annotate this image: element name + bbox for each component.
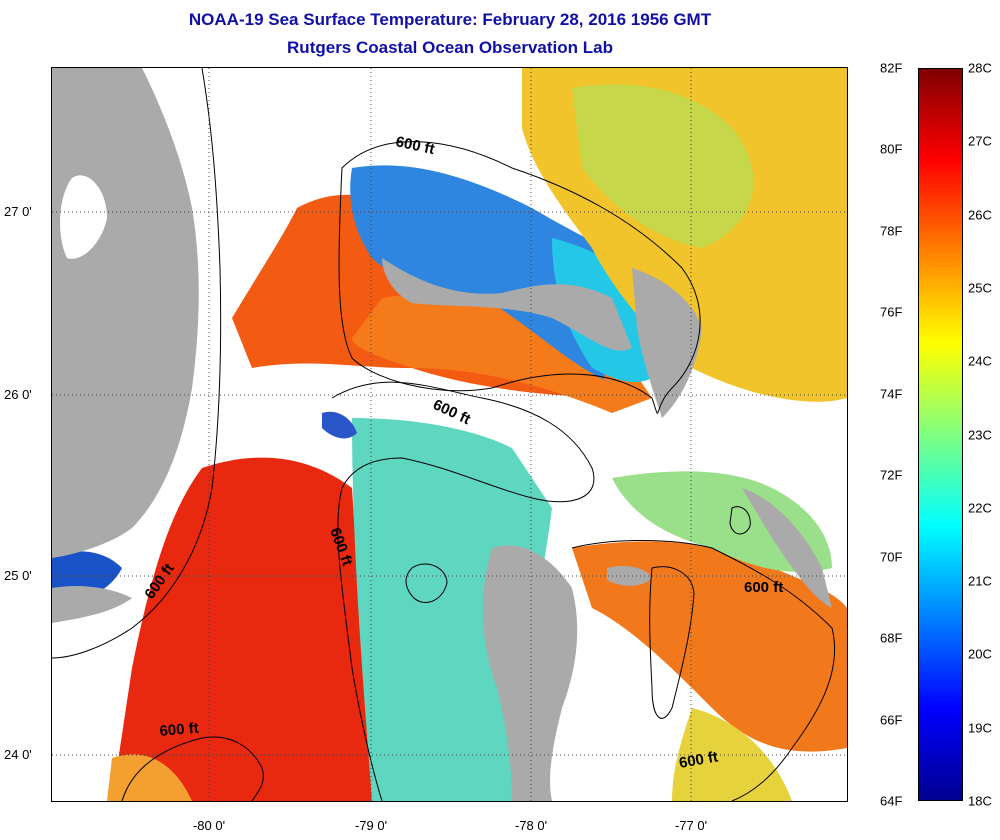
contour-inner-1 — [405, 563, 448, 603]
lat-label-24: 24 0' — [4, 747, 32, 762]
contour-label-center: 600 ft — [430, 396, 473, 428]
contour-inner-3 — [649, 566, 695, 719]
colorbar-c-label: 18C — [968, 793, 992, 809]
sst-map-canvas: 600 ft 600 ft 600 ft 600 ft 600 ft 600 f… — [52, 68, 847, 801]
colorbar-f-label: 82F — [880, 60, 903, 76]
colorbar-f-label: 72F — [880, 467, 903, 483]
lat-label-25: 25 0' — [4, 568, 32, 583]
colorbar-f-label: 80F — [880, 141, 903, 157]
lat-label-26: 26 0' — [4, 387, 32, 402]
land — [52, 68, 832, 801]
contour-label-sw: 600 ft — [159, 720, 200, 740]
map-title: NOAA-19 Sea Surface Temperature: Februar… — [188, 10, 712, 29]
colorbar-c-label: 28C — [968, 60, 992, 76]
lon-label-80: -80 0' — [192, 818, 226, 833]
florida-land — [52, 68, 199, 558]
colorbar-f-label: 74F — [880, 386, 903, 402]
contour-little-bahama-bank — [338, 141, 701, 414]
sst-orange-south-patch — [572, 541, 847, 752]
great-abaco-island — [632, 268, 702, 418]
colorbar-f-label: 70F — [880, 549, 903, 565]
colorbar-c-label: 24C — [968, 353, 992, 369]
sst-map[interactable]: 600 ft 600 ft 600 ft 600 ft 600 ft 600 f… — [51, 67, 848, 802]
colorbar-c-label: 22C — [968, 500, 992, 516]
colorbar-c-label: 19C — [968, 720, 992, 736]
contour-great-bahama-bank — [331, 381, 595, 801]
new-providence-island — [607, 566, 652, 586]
sst-blue-front-patch — [322, 411, 357, 439]
contour-label-north: 600 ft — [394, 133, 436, 158]
eleuthera-island — [742, 488, 832, 608]
contour-label-se: 600 ft — [678, 748, 720, 772]
graticule — [52, 68, 847, 801]
colorbar-c-label: 20C — [968, 646, 992, 662]
grand-bahama-island — [382, 258, 632, 351]
sst-green-south-patch — [612, 471, 832, 572]
sst-orange-sw-patch — [107, 754, 192, 801]
colorbar-f-label: 66F — [880, 712, 903, 728]
lon-label-77: -77 0' — [674, 818, 708, 833]
colorbar-c-label: 23C — [968, 427, 992, 442]
colorbar-f-label: 68F — [880, 630, 903, 646]
sst-cold-banks-patch — [350, 165, 642, 383]
contour-label-east: 600 ft — [744, 579, 783, 596]
contours-600ft — [52, 68, 836, 801]
sst-red-strait-patch — [112, 457, 372, 801]
map-subtitle: Rutgers Coastal Ocean Observation Lab — [287, 38, 613, 57]
contour-south-west — [121, 736, 264, 801]
sst-green-ne-patch — [572, 84, 754, 248]
andros-island — [482, 545, 578, 801]
temperature-colorbar — [918, 68, 963, 801]
colorbar-c-label: 21C — [968, 573, 992, 589]
contour-inner-2 — [729, 506, 751, 535]
contour-tongue-of-ocean — [571, 540, 836, 801]
colorbar-c-label: 26C — [968, 207, 992, 223]
florida-keys — [52, 586, 132, 623]
lon-label-79: -79 0' — [354, 818, 388, 833]
colorbar-f-label: 76F — [880, 304, 903, 320]
lon-label-78: -78 0' — [514, 818, 548, 833]
contour-florida-shelf — [52, 68, 222, 659]
lat-label-27: 27 0' — [4, 204, 32, 219]
lake-okeechobee — [60, 175, 107, 259]
colorbar-c-label: 27C — [968, 133, 992, 149]
colorbar-c-label: 25C — [968, 280, 992, 296]
colorbar-f-label: 78F — [880, 223, 903, 239]
colorbar-f-label: 64F — [880, 793, 903, 809]
